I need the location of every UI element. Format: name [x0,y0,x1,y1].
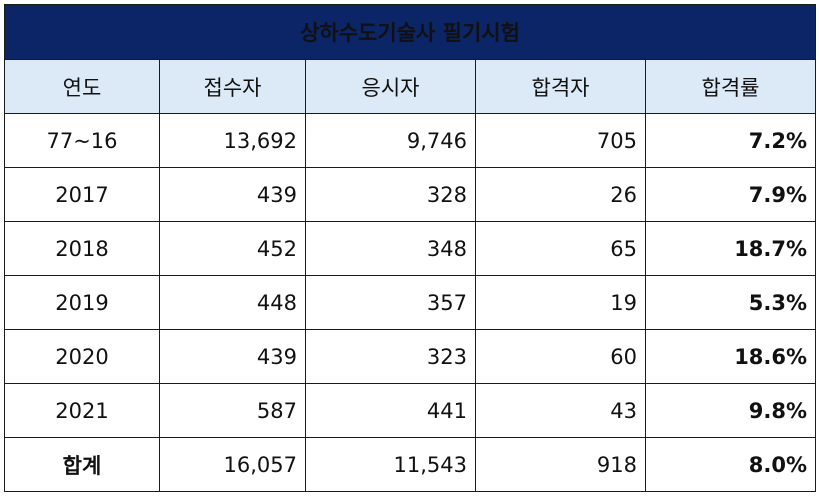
table-row: 2020 439 323 60 18.6% [4,329,817,384]
cell-applicants: 439 [159,167,306,222]
cell-passers: 705 [475,113,646,168]
header-applicants: 접수자 [159,59,306,114]
cell-passers: 26 [475,167,646,222]
cell-applicants: 448 [159,275,306,330]
table-row: 2021 587 441 43 9.8% [4,383,817,438]
cell-pass-rate: 18.7% [644,221,817,276]
header-pass-rate: 합격률 [644,59,817,114]
cell-total-passers: 918 [475,437,646,492]
table-title-row: 상하수도기술사 필기시험 [3,4,817,60]
table-header-row: 연도 접수자 응시자 합격자 합격률 [4,59,817,114]
cell-year: 77~16 [4,113,160,168]
cell-year: 2020 [4,329,160,384]
cell-applicants: 13,692 [159,113,306,168]
cell-pass-rate: 5.3% [644,275,817,330]
cell-year: 2018 [4,221,160,276]
cell-passers: 65 [475,221,646,276]
table-title: 상하수도기술사 필기시험 [3,4,817,60]
cell-examinees: 328 [305,167,476,222]
cell-applicants: 452 [159,221,306,276]
cell-year: 2021 [4,383,160,438]
cell-examinees: 441 [305,383,476,438]
table-total-row: 합계 16,057 11,543 918 8.0% [4,437,817,492]
cell-total-pass-rate: 8.0% [644,437,817,492]
header-year: 연도 [4,59,160,114]
table-row: 2019 448 357 19 5.3% [4,275,817,330]
cell-pass-rate: 7.2% [644,113,817,168]
cell-pass-rate: 9.8% [644,383,817,438]
cell-total-label: 합계 [4,437,160,492]
cell-examinees: 357 [305,275,476,330]
cell-year: 2017 [4,167,160,222]
cell-total-applicants: 16,057 [159,437,306,492]
table-row: 2018 452 348 65 18.7% [4,221,817,276]
cell-passers: 19 [475,275,646,330]
header-passers: 합격자 [475,59,646,114]
cell-examinees: 348 [305,221,476,276]
cell-applicants: 439 [159,329,306,384]
cell-total-examinees: 11,543 [305,437,476,492]
cell-examinees: 9,746 [305,113,476,168]
cell-pass-rate: 18.6% [644,329,817,384]
cell-examinees: 323 [305,329,476,384]
cell-year: 2019 [4,275,160,330]
table-row: 77~16 13,692 9,746 705 7.2% [4,113,817,168]
cell-applicants: 587 [159,383,306,438]
cell-passers: 60 [475,329,646,384]
cell-pass-rate: 7.9% [644,167,817,222]
header-examinees: 응시자 [305,59,476,114]
cell-passers: 43 [475,383,646,438]
exam-statistics-table: 상하수도기술사 필기시험 연도 접수자 응시자 합격자 합격률 77~16 13… [3,4,817,492]
table-row: 2017 439 328 26 7.9% [4,167,817,222]
